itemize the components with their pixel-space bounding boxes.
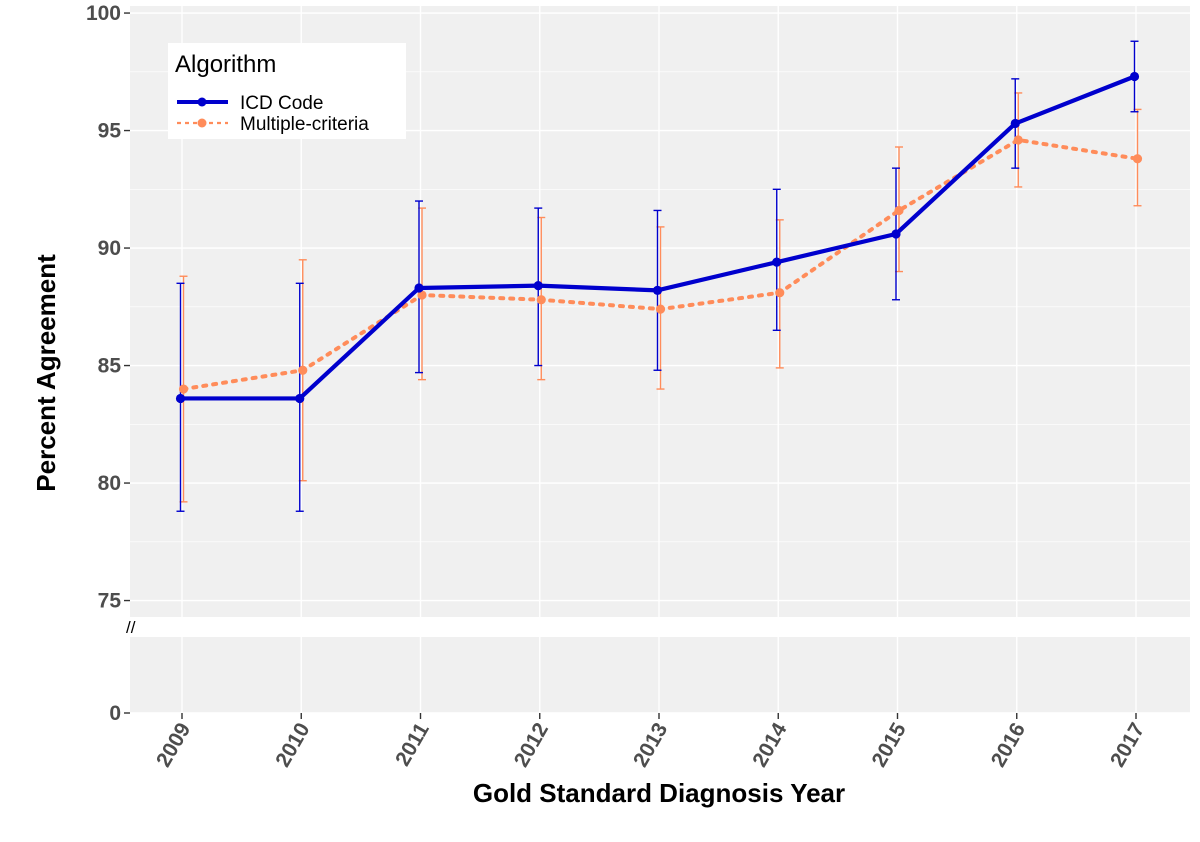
data-point — [536, 295, 546, 305]
data-point — [1129, 71, 1140, 82]
y-tick-label: 85 — [98, 355, 122, 378]
x-tick-label: 2009 — [152, 719, 195, 771]
x-tick-label: 2014 — [748, 719, 791, 771]
legend-item: Multiple-criteria — [177, 114, 369, 135]
data-point — [533, 281, 543, 291]
legend-title: Algorithm — [175, 51, 276, 78]
plot-panels — [130, 6, 1190, 713]
data-point — [652, 285, 663, 295]
data-point — [772, 257, 782, 267]
y-axis-ticks: 75 80 85 90 95 100 0 — [86, 2, 130, 725]
y-tick-label: 0 — [109, 702, 121, 725]
legend-label: ICD Code — [240, 93, 323, 114]
lower-panel — [130, 637, 1190, 713]
data-point — [298, 365, 308, 375]
legend-background — [168, 43, 406, 139]
data-point — [891, 229, 901, 239]
x-tick-label: 2017 — [1106, 719, 1149, 771]
legend-key-point — [197, 118, 207, 128]
x-tick-label: 2013 — [629, 719, 672, 771]
data-point — [414, 283, 424, 293]
data-point — [175, 393, 186, 404]
x-axis-ticks: 2009 2010 2011 2012 2013 2014 2015 2016 2017 — [152, 713, 1149, 771]
x-tick-label: 2012 — [510, 719, 553, 771]
data-point — [894, 205, 904, 216]
data-point — [1132, 154, 1143, 164]
y-tick-label: 75 — [98, 590, 122, 613]
y-axis-title: Percent Agreement — [31, 254, 61, 492]
data-point — [655, 304, 666, 314]
data-point — [178, 384, 189, 394]
x-axis-title: Gold Standard Diagnosis Year — [473, 778, 845, 808]
data-point — [775, 288, 785, 298]
x-tick-label: 2010 — [271, 719, 314, 771]
x-tick-label: 2016 — [987, 719, 1030, 771]
x-tick-label: 2015 — [868, 719, 911, 771]
series-points — [175, 71, 1143, 404]
data-point — [1010, 118, 1020, 129]
legend-label: Multiple-criteria — [240, 114, 369, 135]
x-tick-label: 2011 — [391, 719, 434, 770]
y-tick-label: 90 — [98, 237, 121, 260]
legend-item: ICD Code — [177, 93, 323, 114]
data-point — [295, 393, 305, 404]
data-point — [417, 290, 427, 300]
y-tick-label: 80 — [98, 472, 121, 495]
y-tick-label: 95 — [98, 120, 122, 143]
y-tick-label: 100 — [86, 2, 121, 25]
legend-key-point — [197, 97, 207, 107]
axis-break-mark: // — [126, 618, 136, 637]
data-point — [1013, 135, 1023, 145]
